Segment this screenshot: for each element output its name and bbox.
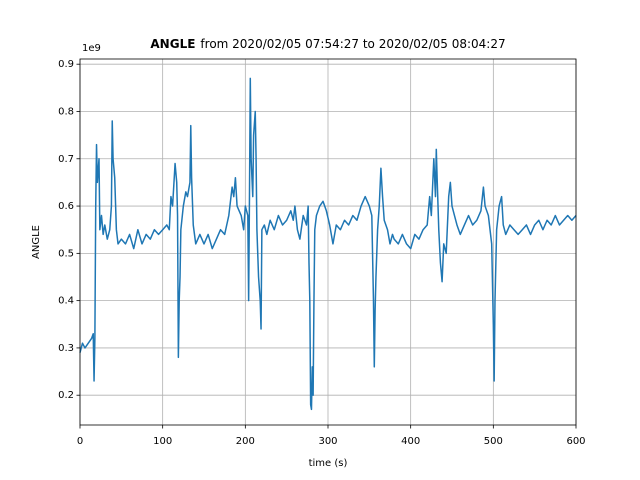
x-tick-label: 100 xyxy=(153,436,172,447)
y-tick-label: 0.6 xyxy=(58,201,74,212)
plot-frame xyxy=(79,58,577,426)
x-tick-label: 400 xyxy=(401,436,420,447)
x-tick-label: 200 xyxy=(236,436,255,447)
x-tick-label: 600 xyxy=(566,436,585,447)
y-tick-label: 0.3 xyxy=(58,343,74,354)
y-tick-label: 0.8 xyxy=(58,106,74,117)
y-tick-label: 0.5 xyxy=(58,248,74,259)
y-tick-label: 0.2 xyxy=(58,390,74,401)
y-tick-label: 0.9 xyxy=(58,59,74,70)
x-axis-label: time (s) xyxy=(309,458,348,469)
y-tick-label: 0.7 xyxy=(58,154,74,165)
title-bold: ANGLE xyxy=(150,37,195,51)
y-tick-label: 0.4 xyxy=(58,296,74,307)
y-axis-label: ANGLE xyxy=(31,225,42,259)
chart-title: ANGLE from 2020/02/05 07:54:27 to 2020/02… xyxy=(150,37,505,51)
x-tick-label: 300 xyxy=(318,436,337,447)
y-offset-label: 1e9 xyxy=(82,43,101,54)
line-series xyxy=(79,77,577,411)
title-rest: from 2020/02/05 07:54:27 to 2020/02/05 0… xyxy=(200,37,505,51)
x-tick-label: 0 xyxy=(77,436,83,447)
x-tick-label: 500 xyxy=(484,436,503,447)
